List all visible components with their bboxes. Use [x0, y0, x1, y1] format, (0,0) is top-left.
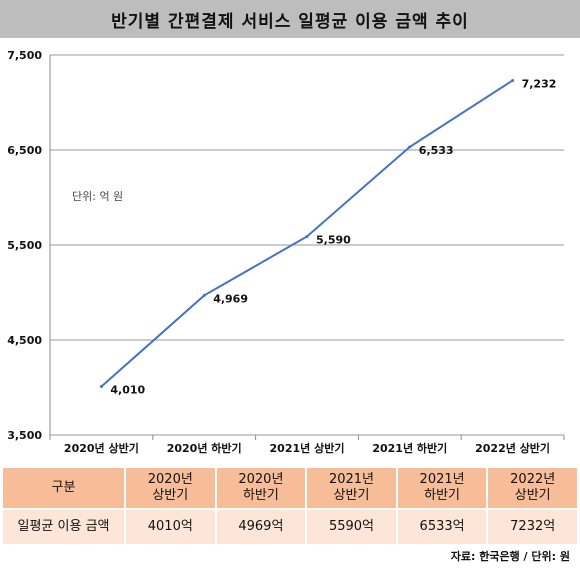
data-label: 6,533: [419, 144, 454, 157]
data-point: [202, 293, 206, 297]
x-tick-label: 2020년 상반기: [64, 441, 139, 455]
data-label: 4,969: [213, 292, 248, 305]
y-tick-label: 7,500: [7, 49, 42, 62]
table-header-row: 구분 2020년 상반기 2020년 하반기 2021년 상반기 2021년 하반기 2…: [1, 466, 579, 510]
data-table: 구분 2020년 상반기 2020년 하반기 2021년 상반기 2021년 하반기 2…: [1, 466, 579, 546]
y-tick-label: 6,500: [7, 144, 42, 157]
table-header-cell: 2021년 상반기: [305, 466, 398, 510]
y-tick-label: 3,500: [7, 429, 42, 442]
x-tick-label: 2021년 하반기: [372, 441, 447, 455]
x-tick-label: 2022년 상반기: [475, 441, 550, 455]
data-point: [408, 145, 412, 149]
chart-title: 반기별 간편결제 서비스 일평균 이용 금액 추이: [111, 11, 469, 32]
table-cell: 7232억: [486, 508, 579, 546]
data-label: 5,590: [316, 233, 351, 246]
x-tick-label: 2020년 하반기: [167, 441, 242, 455]
table-cell: 6533억: [395, 508, 489, 546]
data-label: 4,010: [110, 384, 145, 397]
data-point: [99, 385, 103, 389]
table-header-cell: 2021년 하반기: [395, 466, 489, 510]
series-line: [100, 79, 514, 388]
data-point: [511, 78, 515, 82]
table-header-cell: 구분: [1, 466, 126, 510]
table-cell: 4010억: [124, 508, 217, 546]
line-chart: 3,500 4,500 5,500 6,500 7,500 2020년 상반기 2020년 …: [7, 49, 565, 455]
table-header-cell: 2020년 하반기: [214, 466, 308, 510]
table-header-cell: 2022년 상반기: [486, 466, 579, 510]
y-tick-label: 5,500: [7, 239, 42, 252]
data-label: 7,232: [522, 77, 557, 90]
table-cell: 4969억: [214, 508, 308, 546]
source-note: 자료: 한국은행 / 단위: 원: [450, 550, 570, 563]
data-point: [305, 234, 309, 238]
title-bar: 반기별 간편결제 서비스 일평균 이용 금액 추이: [0, 0, 580, 38]
x-tick-label: 2021년 상반기: [270, 441, 345, 455]
unit-note: 단위: 억 원: [72, 190, 123, 203]
table-row-label: 일평균 이용 금액: [1, 508, 126, 546]
table-cell: 5590억: [305, 508, 398, 546]
table-row: 일평균 이용 금액 4010억 4969억 5590억 6533억 7232억: [1, 508, 579, 546]
table-header-cell: 2020년 상반기: [124, 466, 217, 510]
y-tick-label: 4,500: [7, 334, 42, 347]
